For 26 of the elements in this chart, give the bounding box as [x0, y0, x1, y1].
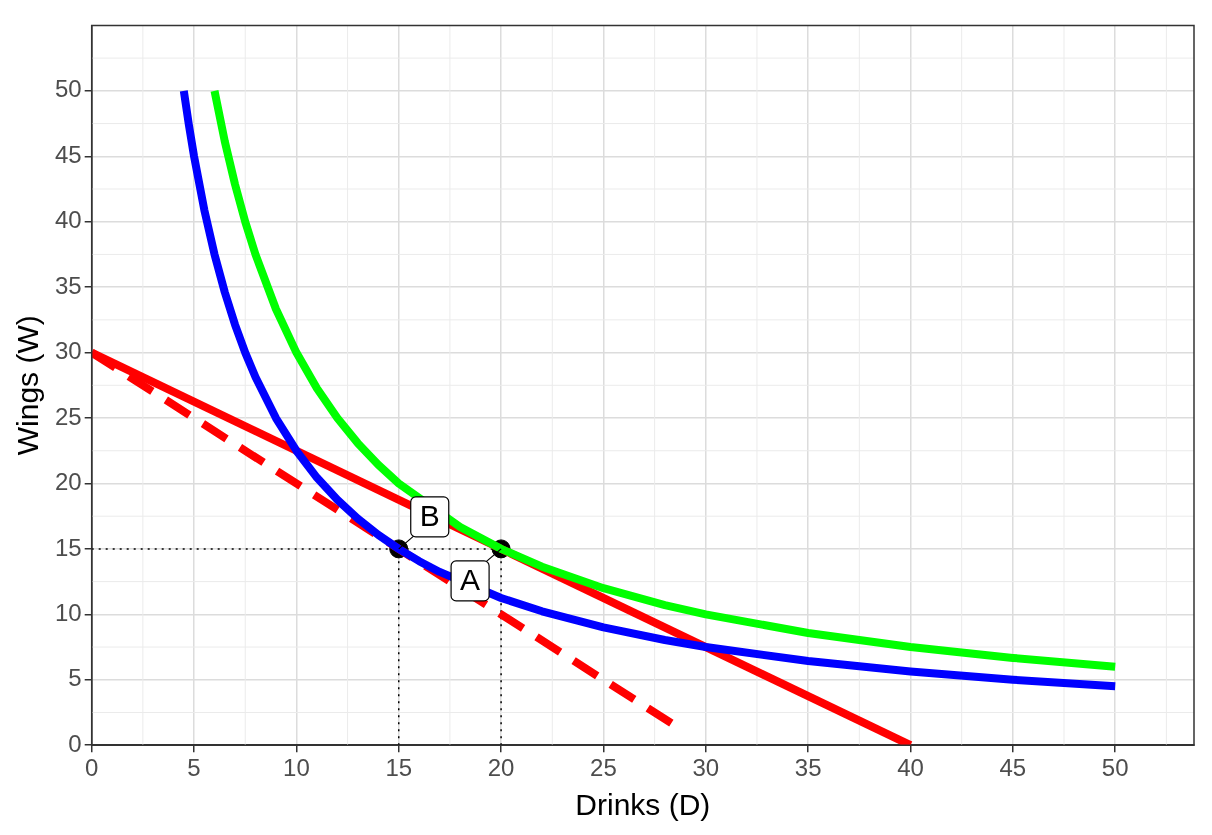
x-tick-label: 10 — [283, 754, 310, 782]
x-tick-label: 50 — [1101, 754, 1129, 782]
x-tick-label: 25 — [590, 754, 617, 782]
y-tick-label: 40 — [54, 206, 82, 234]
y-axis-title: Wings (W) — [11, 315, 45, 456]
x-tick-label: 20 — [487, 754, 515, 782]
y-tick-label: 5 — [68, 664, 82, 692]
x-tick-label: 40 — [897, 754, 924, 782]
y-tick-label: 50 — [54, 75, 82, 103]
y-tick-label: 15 — [54, 533, 82, 561]
y-tick-label: 10 — [54, 598, 82, 626]
x-tick-label: 0 — [85, 754, 99, 782]
x-tick-label: 45 — [999, 754, 1027, 782]
y-tick-label: 35 — [54, 271, 82, 299]
x-tick-label: 15 — [385, 754, 413, 782]
y-tick-label: 20 — [54, 468, 82, 496]
x-tick-label: 30 — [692, 754, 720, 782]
x-tick-label: 35 — [794, 754, 822, 782]
x-axis-title: Drinks (D) — [575, 788, 711, 822]
y-tick-label: 45 — [54, 140, 82, 168]
annotation: A — [460, 563, 481, 597]
y-tick-label: 30 — [54, 337, 82, 365]
y-tick-label: 0 — [68, 729, 82, 757]
y-tick-label: 25 — [54, 402, 82, 430]
annotation: B — [419, 499, 440, 533]
x-tick-label: 5 — [187, 754, 201, 782]
